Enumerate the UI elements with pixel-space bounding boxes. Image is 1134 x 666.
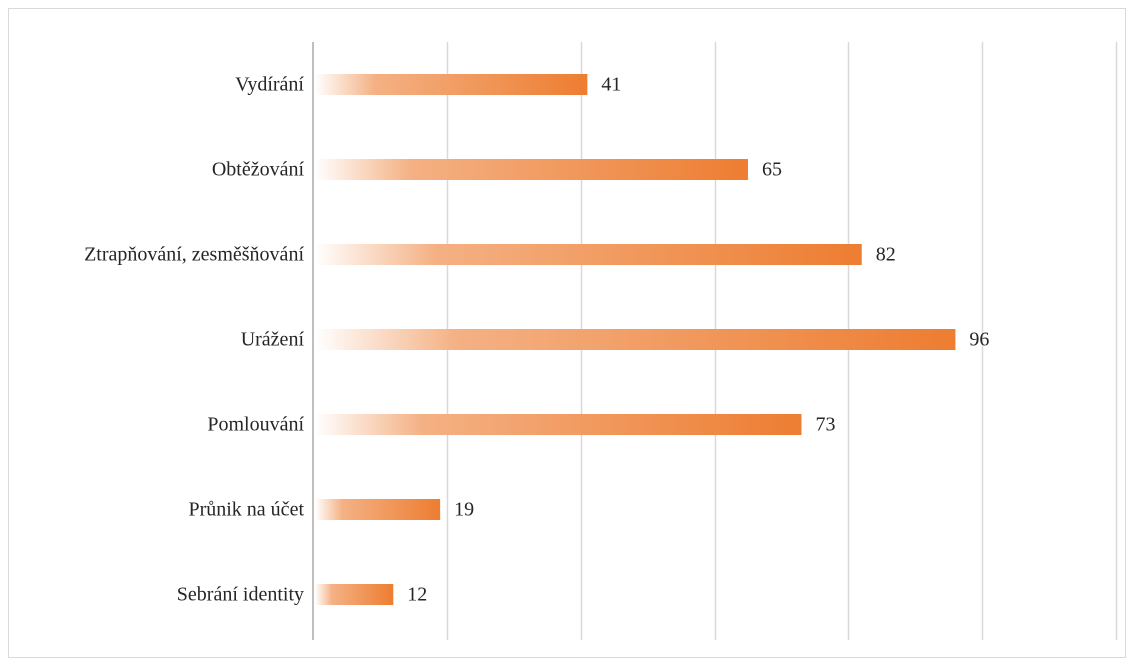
labels: Vydírání 41 Obtěžování 65 Ztrapňování, zesmě…: [84, 74, 989, 606]
value-label-1: 65: [762, 159, 782, 181]
category-label-0: Vydírání: [235, 74, 304, 96]
bar-0: [315, 74, 588, 95]
bar-5: [315, 499, 441, 520]
value-label-5: 19: [454, 499, 474, 521]
bar-6: [315, 584, 394, 605]
value-label-3: 96: [969, 329, 989, 351]
category-label-2: Ztrapňování, zesměšňování: [84, 244, 304, 266]
category-label-6: Sebrání identity: [177, 584, 304, 606]
category-label-1: Obtěžování: [212, 159, 305, 181]
value-label-6: 12: [407, 584, 427, 606]
bar-4: [315, 414, 802, 435]
category-label-3: Urážení: [241, 329, 305, 351]
value-label-4: 73: [815, 414, 835, 436]
bars: [315, 74, 956, 605]
gridlines: [446, 42, 1118, 640]
value-label-2: 82: [876, 244, 896, 266]
category-label-4: Pomlouvání: [207, 414, 304, 436]
bar-3: [315, 329, 956, 350]
category-label-5: Průnik na účet: [188, 499, 304, 521]
bar-2: [315, 244, 862, 265]
value-label-0: 41: [601, 74, 621, 96]
bar-1: [315, 159, 748, 180]
